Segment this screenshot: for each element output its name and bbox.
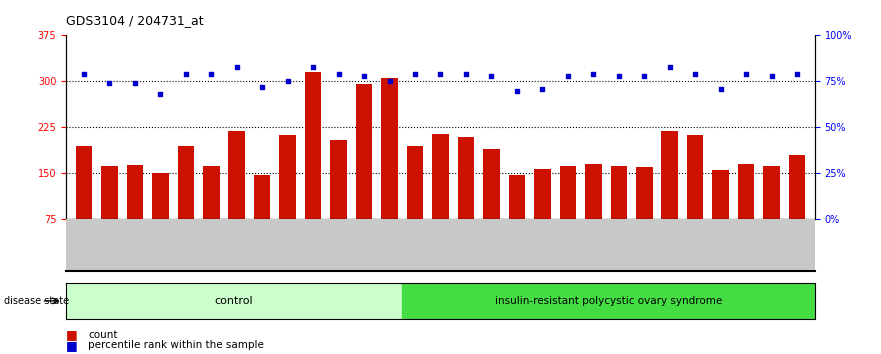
Point bbox=[586, 71, 600, 77]
Point bbox=[688, 71, 702, 77]
Bar bbox=[127, 165, 143, 266]
Point bbox=[510, 88, 524, 93]
Bar bbox=[585, 164, 602, 266]
Point bbox=[714, 86, 728, 92]
Point bbox=[611, 73, 626, 79]
Point bbox=[153, 91, 167, 97]
Bar bbox=[788, 155, 805, 266]
Point bbox=[331, 71, 345, 77]
Point bbox=[102, 80, 116, 86]
Bar bbox=[254, 175, 270, 266]
Point bbox=[765, 73, 779, 79]
Bar bbox=[381, 78, 398, 266]
Bar bbox=[177, 146, 194, 266]
Bar bbox=[687, 135, 704, 266]
Point bbox=[77, 71, 91, 77]
Bar bbox=[662, 131, 678, 266]
Bar bbox=[611, 166, 627, 266]
Bar bbox=[305, 72, 322, 266]
Bar bbox=[738, 164, 754, 266]
Point bbox=[204, 71, 218, 77]
Bar bbox=[203, 166, 219, 266]
Bar bbox=[483, 149, 500, 266]
Text: insulin-resistant polycystic ovary syndrome: insulin-resistant polycystic ovary syndr… bbox=[495, 296, 722, 306]
Bar bbox=[508, 175, 525, 266]
Point bbox=[179, 71, 193, 77]
Bar bbox=[713, 170, 729, 266]
Bar bbox=[407, 146, 423, 266]
Point bbox=[663, 64, 677, 69]
Bar bbox=[458, 137, 474, 266]
Text: GDS3104 / 204731_at: GDS3104 / 204731_at bbox=[66, 14, 204, 27]
Text: disease state: disease state bbox=[4, 296, 70, 306]
Bar bbox=[433, 133, 448, 266]
Point bbox=[281, 79, 295, 84]
Point bbox=[306, 64, 320, 69]
Bar bbox=[66, 283, 402, 319]
Bar bbox=[279, 135, 296, 266]
Point bbox=[459, 71, 473, 77]
Bar bbox=[559, 166, 576, 266]
Point bbox=[485, 73, 499, 79]
Bar bbox=[101, 166, 118, 266]
Point bbox=[433, 71, 448, 77]
Point bbox=[790, 71, 804, 77]
Text: ■: ■ bbox=[66, 339, 78, 352]
Text: control: control bbox=[215, 296, 253, 306]
Bar bbox=[763, 166, 780, 266]
Point bbox=[637, 73, 651, 79]
Bar bbox=[330, 140, 347, 266]
Bar bbox=[356, 85, 373, 266]
Bar bbox=[402, 283, 815, 319]
Bar bbox=[76, 146, 93, 266]
Point bbox=[382, 79, 396, 84]
Point bbox=[561, 73, 575, 79]
Point bbox=[408, 71, 422, 77]
Bar bbox=[534, 169, 551, 266]
Bar bbox=[636, 167, 653, 266]
Bar bbox=[228, 131, 245, 266]
Point bbox=[536, 86, 550, 92]
Bar bbox=[152, 173, 168, 266]
Point bbox=[255, 84, 270, 90]
Point bbox=[230, 64, 244, 69]
Text: percentile rank within the sample: percentile rank within the sample bbox=[88, 340, 264, 350]
Point bbox=[128, 80, 142, 86]
Point bbox=[739, 71, 753, 77]
Text: count: count bbox=[88, 330, 117, 339]
Text: ■: ■ bbox=[66, 328, 78, 341]
Point bbox=[357, 73, 371, 79]
